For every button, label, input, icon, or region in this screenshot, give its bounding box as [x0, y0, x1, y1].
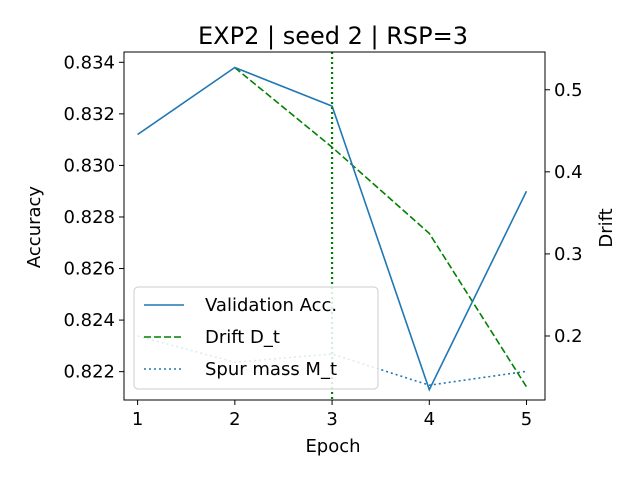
x-tick-label: 1 [132, 409, 143, 430]
y-left-tick-label: 0.826 [63, 259, 115, 280]
x-tick-label: 3 [326, 409, 337, 430]
series-line-validation-acc [137, 66, 528, 392]
y-left-tick-label: 0.824 [63, 310, 115, 331]
y-left-tick-label: 0.822 [63, 362, 115, 383]
x-tick-label: 4 [424, 409, 435, 430]
chart-title: EXP2 | seed 2 | RSP=3 [198, 22, 468, 50]
y-axis-label-left: Accuracy [24, 186, 45, 269]
series-line-drift-d-t [234, 66, 528, 388]
legend: Validation Acc. Drift D_t Spur mass M_t [133, 286, 379, 390]
legend-label: Validation Acc. [205, 295, 337, 316]
y-axis-right: 0.2 0.3 0.4 0.5 [545, 80, 583, 347]
x-axis: 1 2 3 4 5 [132, 400, 532, 430]
y-left-tick-label: 0.834 [63, 52, 115, 73]
x-tick-label: 5 [521, 409, 532, 430]
y-left-tick-label: 0.832 [63, 104, 115, 125]
y-right-tick-label: 0.2 [554, 326, 583, 347]
legend-label: Spur mass M_t [205, 359, 337, 380]
y-left-tick-label: 0.830 [63, 155, 115, 176]
x-axis-label: Epoch [305, 436, 360, 457]
y-right-tick-label: 0.4 [554, 162, 583, 183]
legend-label: Drift D_t [205, 327, 280, 348]
x-tick-label: 2 [229, 409, 240, 430]
y-right-tick-label: 0.5 [554, 80, 583, 101]
y-axis-left: 0.822 0.824 0.826 0.828 0.830 0.832 0.834 [63, 52, 124, 383]
y-axis-label-right: Drift [596, 208, 617, 247]
y-left-tick-label: 0.828 [63, 207, 115, 228]
y-right-tick-label: 0.3 [554, 244, 583, 265]
plot-frame [123, 51, 546, 401]
legend-box [133, 286, 379, 390]
